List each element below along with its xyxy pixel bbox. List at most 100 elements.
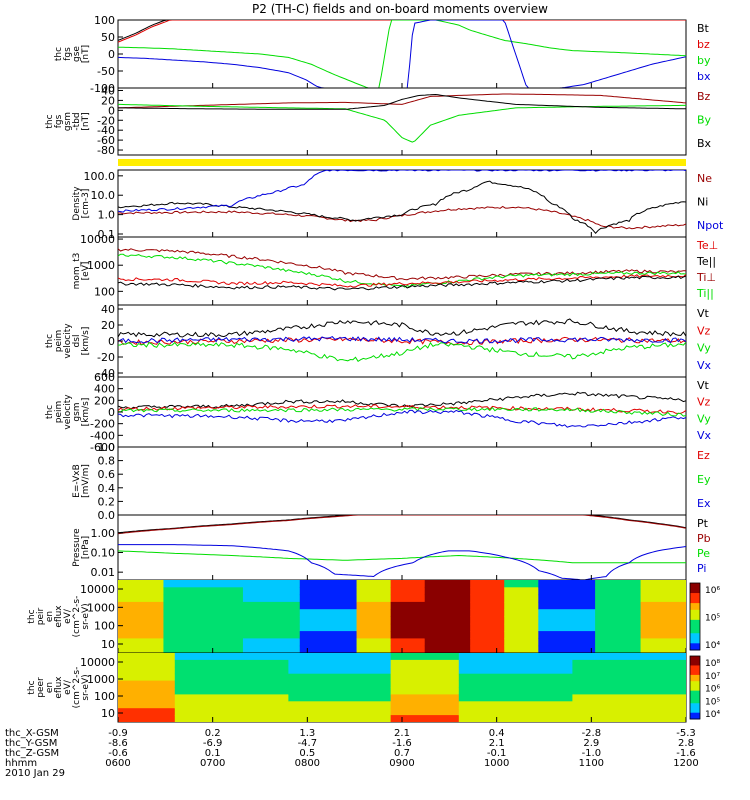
- y-tick-label: 0: [108, 406, 115, 419]
- heat-cell: [163, 609, 244, 617]
- x-axis-value: 2.1: [489, 738, 505, 749]
- heat-cell: [174, 680, 289, 688]
- heat-cell: [356, 623, 392, 632]
- y-tick-label: 40: [101, 84, 115, 97]
- heat-cell: [118, 666, 176, 675]
- heat-cell: [390, 680, 460, 688]
- heat-cell: [595, 631, 642, 639]
- legend-entry: Vz: [697, 396, 711, 409]
- colorbar-step: [690, 662, 700, 666]
- heat-cell: [458, 708, 573, 716]
- y-axis-label-line: thc: [45, 114, 55, 128]
- y-tick-label: 100: [94, 285, 115, 298]
- y-axis-label-line: peim: [54, 401, 64, 424]
- x-axis-labels: thc_X-GSM -0.9 0.2 1.3 2.1 0.4 -2.8 -5.3thc_Y-G…: [5, 728, 699, 779]
- legend-entry: Ti⊥: [696, 271, 716, 284]
- series-line-pressure-0: [118, 515, 686, 534]
- heat-cell: [390, 659, 460, 668]
- heat-cell: [458, 715, 573, 722]
- panel-frame: [117, 514, 687, 581]
- heat-cell: [640, 609, 686, 617]
- heat-cell: [174, 673, 289, 682]
- colorbar: 10⁶ 10⁵ 10⁴: [689, 582, 720, 651]
- y-tick-label: -20: [97, 114, 115, 127]
- heat-cell: [118, 708, 176, 716]
- heat-cell: [424, 587, 471, 596]
- x-axis-value: 0.1: [205, 748, 221, 759]
- heat-cell: [174, 653, 289, 661]
- heat-cell: [595, 616, 642, 625]
- plot-area: [118, 318, 686, 362]
- series-line-fgs-gsm-2: [118, 93, 686, 110]
- y-axis-label-line: en: [45, 682, 55, 693]
- heat-cell: [242, 645, 301, 653]
- y-axis-label-line: sr-eV): [81, 674, 91, 700]
- y-axis-label-line: [km/s]: [81, 398, 91, 427]
- plot-area: [118, 580, 686, 653]
- series-line-density-2: [118, 170, 686, 213]
- y-axis-label-line: [nPa]: [81, 536, 91, 559]
- colorbar-step: [690, 636, 700, 641]
- x-axis-value: -1.6: [392, 738, 412, 749]
- plot-area: [118, 20, 686, 88]
- y-tick-label: 10: [101, 638, 115, 651]
- heat-cell: [424, 609, 471, 617]
- y-tick-label: 10000: [80, 656, 115, 669]
- heat-cell: [118, 687, 176, 695]
- colorbar-tick-label: 10⁵: [705, 614, 720, 624]
- heat-cell: [504, 645, 539, 653]
- series-line-fgs-gse-1: [118, 20, 686, 43]
- colorbar-tick-label: 10⁵: [705, 697, 720, 707]
- heat-cell: [288, 708, 392, 716]
- colorbar-step: [690, 616, 700, 621]
- heat-cell: [118, 594, 164, 603]
- heat-cell: [595, 623, 642, 632]
- legend-entry: Ex: [697, 497, 711, 510]
- heat-cell: [458, 653, 573, 661]
- x-axis-value: -2.8: [582, 728, 602, 739]
- colorbar-step: [690, 715, 700, 720]
- x-axis-value: 2.8: [678, 738, 694, 749]
- heat-cell: [118, 587, 164, 596]
- y-axis-label-line: thc: [45, 405, 55, 419]
- colorbar-step: [690, 659, 700, 663]
- heat-cell: [458, 673, 573, 682]
- x-axis-value: 0900: [389, 758, 414, 769]
- heat-cell: [538, 594, 596, 603]
- y-tick-label: -600: [90, 441, 115, 454]
- heat-cell: [356, 587, 392, 596]
- heat-cell: [538, 601, 596, 610]
- y-axis-label-line: -tbd: [72, 112, 82, 130]
- y-tick-label: 200: [94, 394, 115, 407]
- colorbar-frame: [689, 582, 701, 651]
- y-tick-label: 0.10: [91, 546, 116, 559]
- heat-cell: [538, 580, 596, 588]
- heat-cell: [356, 638, 392, 647]
- y-axis-label-line: eflux: [54, 605, 64, 628]
- heat-cell: [572, 659, 686, 668]
- colorbar-step: [690, 599, 700, 604]
- colorbar-step: [690, 690, 700, 695]
- heat-cell: [424, 623, 471, 632]
- heat-cell: [390, 601, 426, 610]
- x-axis-value: 0.5: [299, 748, 315, 759]
- heat-cell: [242, 631, 301, 639]
- y-axis-label-line: Pressure: [72, 528, 82, 567]
- x-axis-row-label: thc_Y-GSM: [5, 738, 57, 749]
- plot-area: [118, 93, 686, 143]
- colorbar-step: [690, 681, 700, 685]
- y-axis-label-line: E=-VxB: [72, 464, 82, 498]
- heat-cell: [504, 623, 539, 632]
- heat-cell: [424, 594, 471, 603]
- heat-cell: [174, 687, 289, 695]
- legend-entry: bz: [697, 38, 710, 51]
- heat-cell: [163, 623, 244, 632]
- heat-cell: [174, 701, 289, 709]
- colorbar-step: [690, 678, 700, 682]
- heat-cell: [288, 715, 392, 722]
- colorbar-step: [690, 684, 700, 688]
- legend-entry: Vt: [697, 379, 710, 392]
- heat-cell: [572, 715, 686, 722]
- heat-cell: [390, 687, 460, 695]
- heat-cell: [356, 580, 392, 588]
